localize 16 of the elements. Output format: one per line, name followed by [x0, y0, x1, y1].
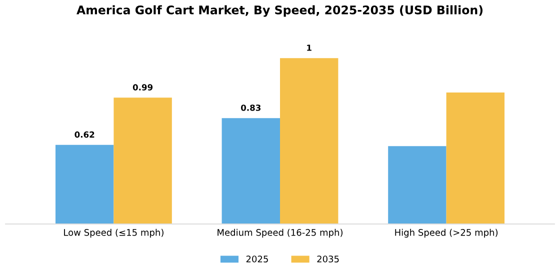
data-label: 1	[307, 44, 312, 51]
bar	[114, 98, 172, 224]
legend-label: 2025	[246, 256, 268, 262]
bar	[280, 58, 338, 224]
data-label: 0.99	[132, 84, 153, 90]
x-tick-label: Medium Speed (16-25 mph)	[218, 228, 342, 238]
legend-label: 2035	[317, 256, 339, 262]
x-tick-label: Low Speed (≤15 mph)	[64, 228, 164, 238]
data-label: 0.83	[241, 104, 261, 111]
bar	[222, 118, 280, 224]
bar	[55, 144, 114, 224]
x-tick-label: High Speed (>25 mph)	[395, 228, 498, 238]
chart-title: America Golf Cart Market, By Speed, 2025-2035 (USD Billion)	[76, 5, 483, 17]
bar	[388, 146, 446, 224]
data-label: 0.62	[74, 131, 94, 138]
bar	[446, 92, 505, 224]
